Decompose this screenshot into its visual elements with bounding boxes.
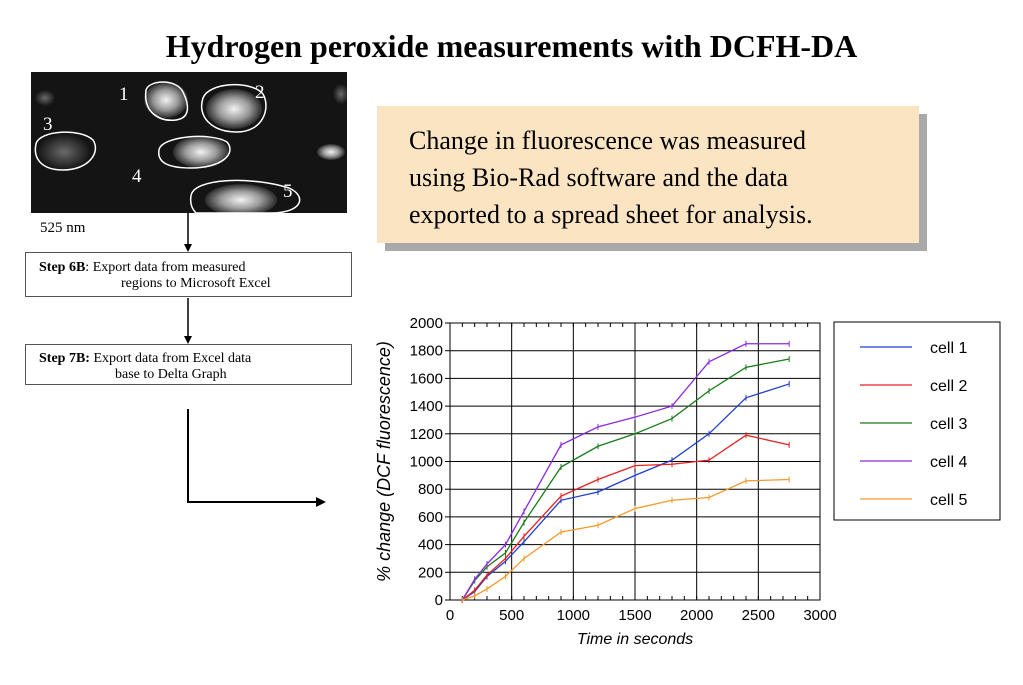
x-tick-label: 1500 (618, 607, 651, 624)
region-label-1: 1 (119, 84, 129, 105)
x-tick-label: 2000 (680, 607, 713, 624)
note-line-2: using Bio-Rad software and the data (409, 163, 789, 192)
series-line-2 (461, 434, 790, 601)
step-6b-box: Step 6B: Export data from measured regio… (25, 252, 352, 297)
step-7b-text-line1: Export data from Excel data (93, 351, 252, 366)
note-line-3: exported to a spread sheet for analysis. (409, 200, 813, 229)
legend-label-3: cell 3 (930, 416, 967, 433)
step-6b-text-line2: regions to Microsoft Excel (121, 276, 271, 291)
y-tick-label: 1600 (410, 370, 443, 387)
y-tick-label: 800 (418, 481, 443, 498)
x-tick-label: 2500 (742, 607, 775, 624)
region-label-3: 3 (43, 114, 53, 135)
x-tick-label: 3000 (803, 607, 836, 624)
y-tick-label: 1000 (410, 454, 443, 471)
series-line-3 (461, 358, 790, 601)
step-7b-label: Step 7B: (39, 351, 90, 366)
y-tick-label: 1200 (410, 426, 443, 443)
x-tick-label: 0 (446, 607, 454, 624)
wavelength-label: 525 nm (40, 220, 86, 236)
y-tick-label: 1800 (410, 343, 443, 360)
series-line-5 (462, 478, 790, 601)
legend-label-1: cell 1 (930, 340, 967, 357)
step-6b-separator: : (85, 260, 93, 275)
y-tick-label: 1400 (410, 398, 443, 415)
region-label-2: 2 (255, 82, 265, 103)
legend-label-4: cell 4 (930, 454, 967, 471)
step-6b-text-line1: Export data from measured (92, 260, 246, 275)
y-tick-label: 600 (418, 509, 443, 526)
legend-box (833, 321, 1001, 521)
fluorescence-micrograph: 1 2 3 4 5 (31, 72, 347, 213)
series-line-4 (461, 343, 790, 601)
step-7b-text-line2: base to Delta Graph (115, 367, 227, 382)
y-axis-label: % change (DCF fluorescence) (374, 341, 394, 582)
fluorescence-chart: 0 500 1000 1500 2000 2500 3000 0 200 400 600 800 100… (374, 315, 1001, 648)
analysis-note: Change in fluorescence was measured usin… (377, 106, 919, 243)
slide-title: Hydrogen peroxide measurements with DCFH… (165, 28, 858, 64)
y-tick-label: 2000 (410, 315, 443, 332)
note-line-1: Change in fluorescence was measured (409, 126, 807, 155)
y-tick-label: 0 (435, 592, 443, 609)
step-6b-label: Step 6B (39, 260, 86, 275)
x-tick-label: 500 (499, 607, 524, 624)
y-tick-label: 400 (418, 537, 443, 554)
x-tick-label: 1000 (557, 607, 590, 624)
series-line-1 (461, 383, 790, 601)
step-7b-box: Step 7B: Export data from Excel data bas… (25, 344, 352, 385)
legend-label-2: cell 2 (930, 378, 967, 395)
region-label-5: 5 (283, 181, 293, 202)
y-tick-label: 200 (418, 564, 443, 581)
x-axis-label: Time in seconds (577, 631, 693, 648)
legend-label-5: cell 5 (930, 492, 967, 509)
region-label-4: 4 (132, 166, 142, 187)
